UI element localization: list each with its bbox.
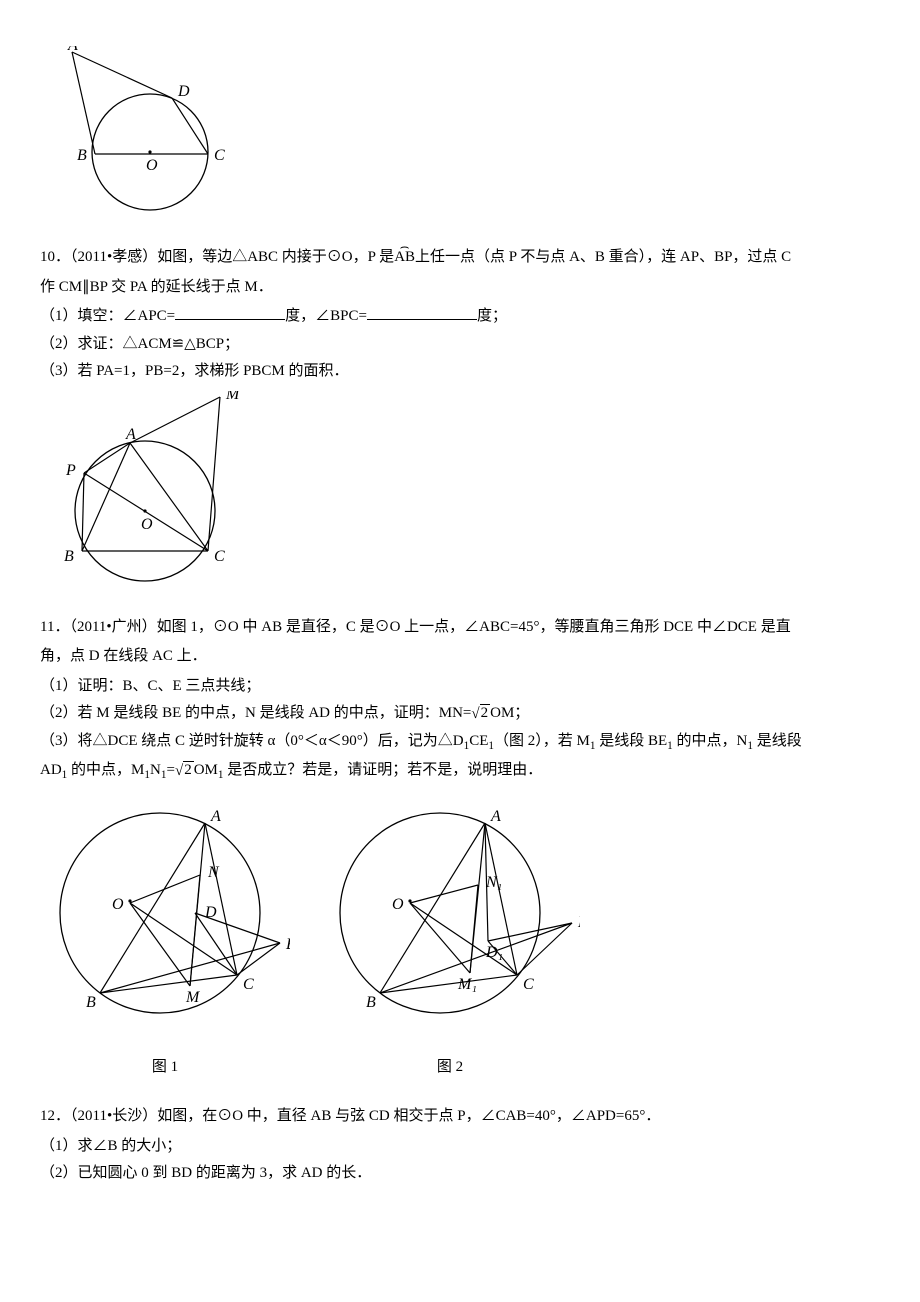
p11-sub3-line1: （3）将△DCE 绕点 C 逆时针旋转 α（0°＜α＜90°）后，记为△D1CE… — [40, 729, 880, 756]
p11-intro-a: 如图 1，⊙O 中 AB 是直径，C 是⊙O 上一点，∠ABC=45°，等腰直角… — [157, 619, 791, 635]
sqrt2-a: √2 — [471, 701, 490, 727]
p11-figures-row: A B O N D C M E 图 1 A B O N₁ D₁ C M₁ E₁ 图 2 — [40, 787, 880, 1081]
svg-text:B: B — [366, 994, 376, 1011]
p10-number: 10． — [40, 249, 70, 265]
svg-text:D: D — [204, 904, 217, 921]
top-diagram: A D B C O — [40, 46, 240, 221]
svg-text:D₁: D₁ — [485, 944, 503, 961]
p11-fig1-caption: 图 1 — [152, 1055, 178, 1081]
svg-text:C: C — [523, 976, 534, 993]
blank-bpc[interactable] — [367, 304, 477, 320]
svg-text:O: O — [392, 896, 404, 913]
svg-text:N₁: N₁ — [485, 874, 502, 891]
p10-source: （2011•孝感） — [70, 249, 157, 265]
p10-sub1: （1）填空：∠APC=度，∠BPC=度； — [40, 304, 880, 330]
prev-problem-figure: A D B C O — [40, 46, 880, 221]
problem-10: 10．（2011•孝感）如图，等边△ABC 内接于⊙O，P 是AB上任一点（点 … — [40, 245, 880, 591]
svg-text:A: A — [125, 426, 136, 443]
p10-sub2: （2）求证：△ACM≌△BCP； — [40, 332, 880, 358]
svg-text:C: C — [214, 147, 225, 164]
p11-sub1: （1）证明：B、C、E 三点共线； — [40, 674, 880, 700]
svg-text:B: B — [77, 147, 87, 164]
svg-text:C: C — [214, 548, 225, 565]
svg-text:O: O — [146, 157, 158, 174]
p11-fig2-col: A B O N₁ D₁ C M₁ E₁ 图 2 — [320, 787, 580, 1081]
p11-intro-line1: 11．（2011•广州）如图 1，⊙O 中 AB 是直径，C 是⊙O 上一点，∠… — [40, 615, 880, 641]
p11-number: 11． — [40, 619, 69, 635]
svg-text:O: O — [112, 896, 124, 913]
svg-text:M: M — [185, 989, 201, 1006]
p11-intro-line2: 角，点 D 在线段 AC 上． — [40, 644, 880, 670]
p10-sub3: （3）若 PA=1，PB=2，求梯形 PBCM 的面积． — [40, 359, 880, 385]
arc-AB: AB — [394, 245, 415, 271]
blank-apc[interactable] — [175, 304, 285, 320]
svg-text:A: A — [210, 808, 221, 825]
svg-text:M₁: M₁ — [457, 976, 477, 993]
p10-intro-line2: 作 CM∥BP 交 PA 的延长线于点 M． — [40, 275, 880, 301]
p12-sub1: （1）求∠B 的大小； — [40, 1134, 880, 1160]
p12-number: 12． — [40, 1108, 70, 1124]
svg-text:E₁: E₁ — [577, 914, 580, 931]
svg-text:P: P — [65, 462, 76, 479]
p10-intro-b: 上任一点（点 P 不与点 A、B 重合），连 AP、BP，过点 C — [415, 249, 791, 265]
p12-sub2: （2）已知圆心 0 到 BD 的距离为 3，求 AD 的长． — [40, 1161, 880, 1187]
svg-text:C: C — [243, 976, 254, 993]
svg-text:N: N — [207, 864, 220, 881]
problem-12: 12．（2011•长沙）如图，在⊙O 中，直径 AB 与弦 CD 相交于点 P，… — [40, 1104, 880, 1187]
p11-fig2-caption: 图 2 — [437, 1055, 463, 1081]
sqrt2-b: √2 — [175, 758, 194, 784]
svg-text:B: B — [86, 994, 96, 1011]
svg-text:M: M — [225, 391, 241, 403]
p11-sub3-line2: AD1 的中点，M1N1=√2OM1 是否成立？若是，请证明；若不是，说明理由． — [40, 758, 880, 785]
p11-fig1-col: A B O N D C M E 图 1 — [40, 787, 290, 1081]
svg-text:A: A — [490, 808, 501, 825]
p11-diagram-2: A B O N₁ D₁ C M₁ E₁ — [320, 793, 580, 1043]
p12-intro: 12．（2011•长沙）如图，在⊙O 中，直径 AB 与弦 CD 相交于点 P，… — [40, 1104, 880, 1130]
p12-source: （2011•长沙） — [70, 1108, 157, 1124]
p12-intro-text: 如图，在⊙O 中，直径 AB 与弦 CD 相交于点 P，∠CAB=40°，∠AP… — [157, 1108, 660, 1124]
p11-diagram-1: A B O N D C M E — [40, 793, 290, 1043]
p10-diagram: M A P B C O — [40, 391, 250, 591]
svg-text:B: B — [64, 548, 74, 565]
svg-text:E: E — [285, 936, 290, 953]
p11-sub2: （2）若 M 是线段 BE 的中点，N 是线段 AD 的中点，证明：MN=√2O… — [40, 701, 880, 727]
problem-11: 11．（2011•广州）如图 1，⊙O 中 AB 是直径，C 是⊙O 上一点，∠… — [40, 615, 880, 1081]
p10-intro-a: 如图，等边△ABC 内接于⊙O，P 是 — [157, 249, 394, 265]
svg-text:D: D — [177, 83, 190, 100]
p10-intro-line1: 10．（2011•孝感）如图，等边△ABC 内接于⊙O，P 是AB上任一点（点 … — [40, 245, 880, 271]
p11-source: （2011•广州） — [69, 619, 156, 635]
svg-text:A: A — [67, 46, 78, 54]
svg-text:O: O — [141, 516, 153, 533]
